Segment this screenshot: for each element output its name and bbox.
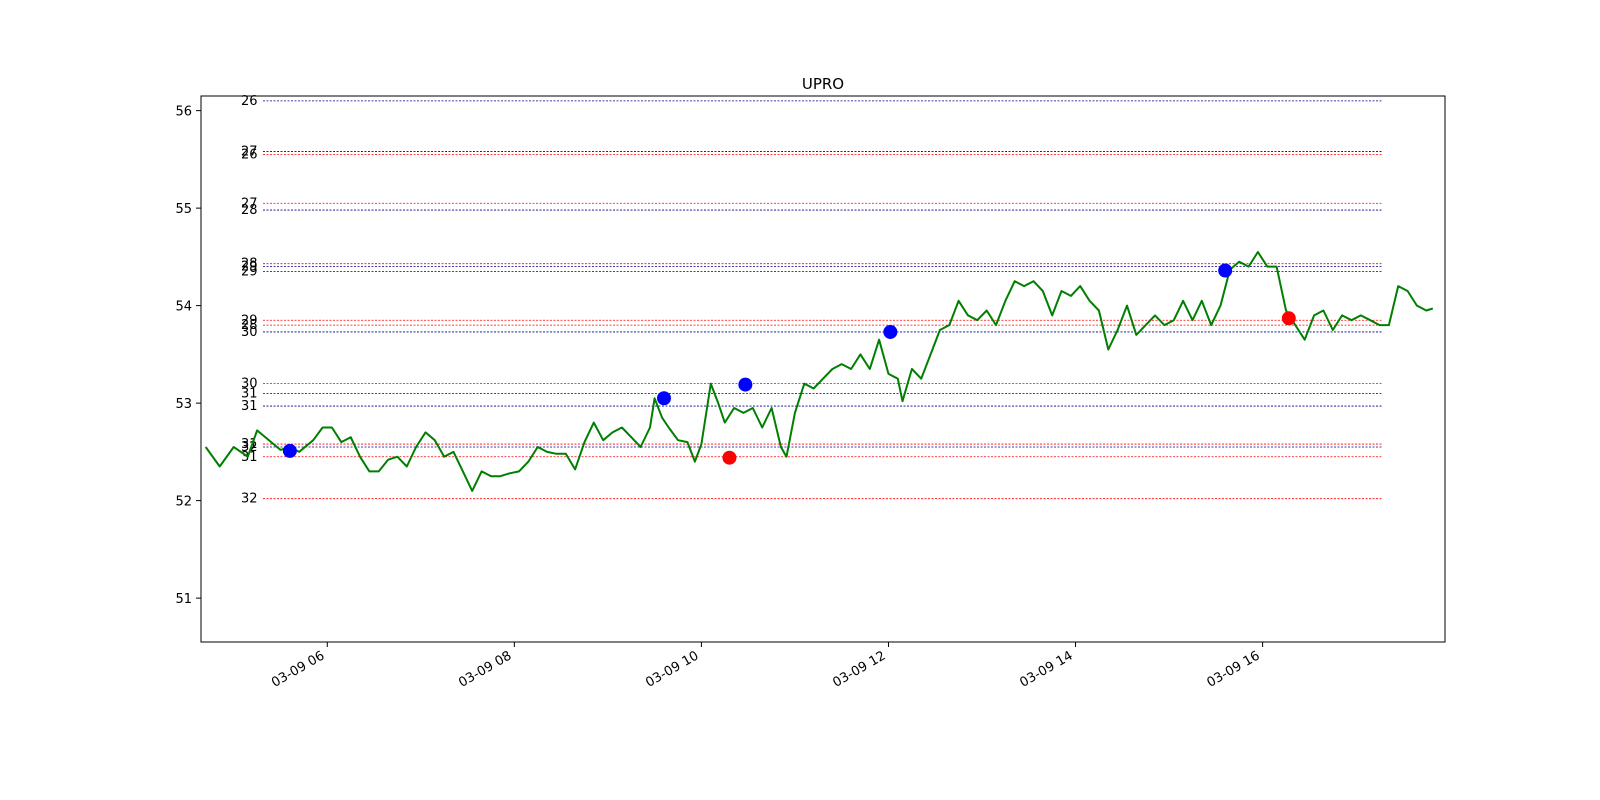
price-series xyxy=(204,251,1434,492)
level-label: 26 xyxy=(241,148,258,163)
y-tick-label: 55 xyxy=(175,202,192,217)
plot-frame xyxy=(200,95,1446,643)
level-label: 26 xyxy=(241,94,258,109)
x-tick-label: 03-09 10 xyxy=(643,648,701,690)
buy-marker xyxy=(282,443,297,458)
level-label: 29 xyxy=(241,260,258,275)
level-label: 30 xyxy=(241,377,258,392)
x-tick-label: 03-09 16 xyxy=(1204,648,1262,690)
y-tick-label: 52 xyxy=(175,495,192,510)
x-tick-label: 03-09 12 xyxy=(830,648,888,690)
level-label: 28 xyxy=(241,318,258,333)
y-tick-label: 53 xyxy=(175,397,192,412)
level-label: 31 xyxy=(241,450,258,465)
x-tick-label: 03-09 08 xyxy=(456,648,514,690)
level-label: 30 xyxy=(241,325,258,340)
buy-marker xyxy=(656,391,671,406)
trade-markers xyxy=(282,263,1296,465)
x-tick-label: 03-09 14 xyxy=(1017,648,1075,690)
level-label: 28 xyxy=(241,203,258,218)
chart-title: UPRO xyxy=(802,75,844,93)
buy-marker xyxy=(883,324,898,339)
level-label: 29 xyxy=(241,265,258,280)
sell-marker xyxy=(722,450,737,465)
level-label: 27 xyxy=(241,196,258,211)
level-label: 28 xyxy=(241,257,258,272)
level-label: 31 xyxy=(241,386,258,401)
y-tick-label: 56 xyxy=(175,105,192,120)
sell-marker xyxy=(1281,311,1296,326)
level-label: 32 xyxy=(241,492,258,507)
buy-marker xyxy=(1218,263,1233,278)
x-tick-label: 03-09 06 xyxy=(269,648,327,690)
price-line xyxy=(204,251,1434,492)
level-label: 29 xyxy=(241,313,258,328)
y-tick-label: 54 xyxy=(175,300,192,315)
y-tick-label: 51 xyxy=(175,592,192,607)
y-axis: 51 52 53 54 55 56 xyxy=(175,105,201,607)
buy-marker xyxy=(738,377,753,392)
level-label: 27 xyxy=(241,145,258,160)
x-axis: 03-09 06 03-09 08 03-09 10 03-09 12 03-09 14… xyxy=(269,642,1264,691)
level-label: 31 xyxy=(241,399,258,414)
